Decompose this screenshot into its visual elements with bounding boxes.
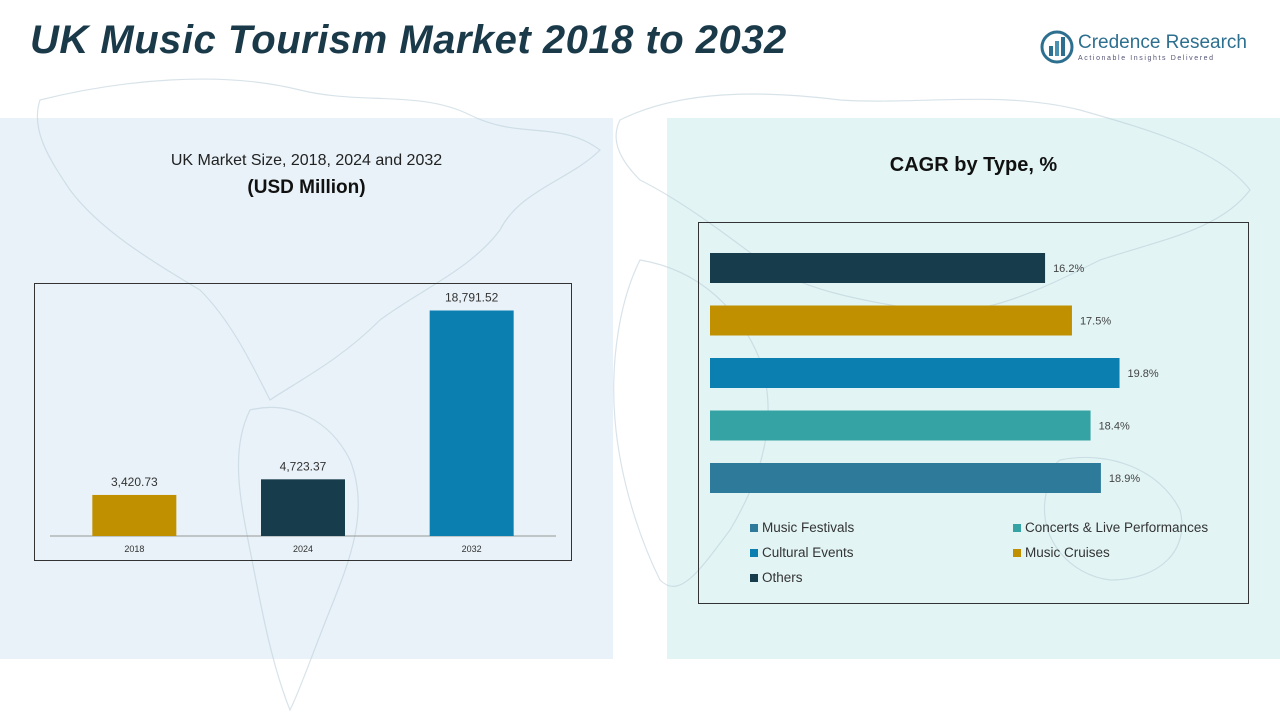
legend-item: Cultural Events <box>750 545 854 560</box>
legend-label: Cultural Events <box>762 545 854 560</box>
market-size-year-tick: 2024 <box>293 544 313 554</box>
market-size-bar <box>429 310 514 536</box>
cagr-value-label: 18.4% <box>1099 421 1130 433</box>
market-size-bar <box>92 494 177 536</box>
cagr-bar <box>710 305 1072 336</box>
logo-mark-icon <box>1040 30 1074 64</box>
market-size-bar <box>261 479 345 536</box>
cagr-bar <box>710 410 1091 441</box>
legend-swatch <box>750 573 758 582</box>
market-size-value-label: 3,420.73 <box>111 475 158 489</box>
legend-label: Music Cruises <box>1025 545 1110 560</box>
cagr-value-label: 19.8% <box>1128 368 1159 380</box>
legend-swatch <box>1013 548 1021 557</box>
market-size-bar-chart: 3,420.73 2018 4,723.37 2024 18,791.52 2032 <box>50 291 556 554</box>
legend-label: Others <box>762 570 803 585</box>
cagr-chart-title: CAGR by Type, % <box>889 154 1058 176</box>
market-size-year-tick: 2032 <box>462 544 482 554</box>
page-title: UK Music Tourism Market 2018 to 2032 <box>30 18 787 62</box>
cagr-bar <box>710 253 1046 283</box>
legend-label: Concerts & Live Performances <box>1025 520 1209 535</box>
market-size-chart-title: UK Market Size, 2018, 2024 and 2032 <box>170 152 443 169</box>
cagr-value-label: 16.2% <box>1053 263 1084 275</box>
cagr-bar <box>710 463 1101 493</box>
market-size-value-label: 4,723.37 <box>280 459 327 473</box>
cagr-chart-frame <box>698 222 1249 604</box>
legend-item: Music Cruises <box>1013 545 1110 560</box>
legend-item: Concerts & Live Performances <box>1013 520 1208 535</box>
legend-label: Music Festivals <box>762 520 855 535</box>
legend-swatch <box>750 523 758 532</box>
market-size-value-label: 18,791.52 <box>445 291 499 305</box>
legend-item: Music Festivals <box>750 520 854 535</box>
credence-research-logo: Credence Research Actionable Insights De… <box>1040 30 1260 70</box>
legend-swatch <box>1013 523 1021 532</box>
market-size-year-tick: 2018 <box>124 544 144 554</box>
cagr-bar <box>710 358 1120 388</box>
legend-item: Others <box>750 570 803 585</box>
cagr-value-label: 18.9% <box>1109 473 1140 485</box>
market-size-chart-frame <box>34 283 572 561</box>
logo-tagline: Actionable Insights Delivered <box>1078 55 1215 62</box>
legend-swatch <box>750 548 758 557</box>
logo-name: Credence Research <box>1078 32 1247 53</box>
market-size-unit-label: (USD Million) <box>247 177 366 198</box>
cagr-value-label: 17.5% <box>1080 316 1111 328</box>
cagr-bar-chart: 16.2% 17.5% 19.8% 18.4% 18.9% <box>710 253 1159 493</box>
